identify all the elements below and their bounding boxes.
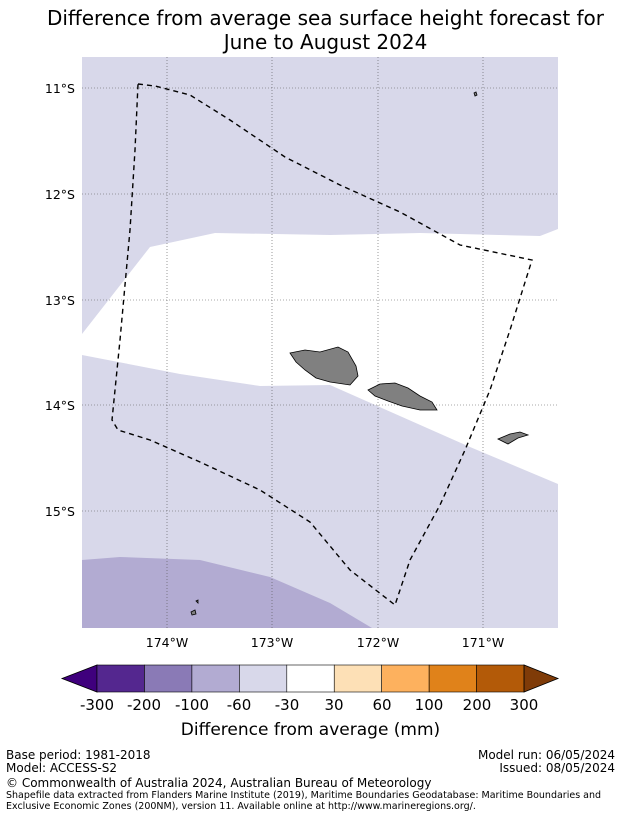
colorbar-swatch	[333, 664, 383, 693]
map-title-line-2: June to August 2024	[223, 30, 428, 54]
colorbar-swatch	[286, 664, 335, 693]
colorbar-tick-label: -30	[275, 696, 300, 714]
model-run: Model run: 06/05/2024	[477, 748, 615, 762]
colorbar-swatch	[239, 664, 288, 693]
sea-surface-height-map: 11°S 12°S 13°S 14°S 15°S 174°W 173°W 172…	[45, 57, 558, 650]
upolu-island	[367, 382, 438, 411]
footer-left: Base period: 1981-2018 Model: ACCESS-S2	[6, 749, 151, 775]
colorbar-tick-label: -300	[80, 696, 114, 714]
tutuila-island	[497, 431, 530, 445]
negative-anomaly-region	[82, 557, 372, 628]
shapefile-credit: Shapefile data extracted from Flanders M…	[6, 790, 606, 812]
lon-label: 172°W	[357, 635, 399, 650]
colorbar-tick-label: -60	[227, 696, 252, 714]
colorbar-swatch	[381, 664, 430, 693]
colorbar-tick-label: 60	[372, 696, 391, 714]
lon-label: 173°W	[251, 635, 293, 650]
map-title: Difference from average sea surface heig…	[0, 6, 621, 54]
lat-label: 14°S	[45, 398, 75, 413]
colorbar-extend-low	[60, 664, 98, 693]
lat-label: 11°S	[45, 81, 75, 96]
colorbar-tick-label: -200	[127, 696, 161, 714]
lon-label: 171°W	[462, 635, 504, 650]
swains-island	[473, 91, 478, 97]
graticule	[82, 57, 558, 628]
shapefile-credit-line-1: Shapefile data extracted from Flanders M…	[6, 790, 602, 801]
small-island	[190, 609, 197, 616]
lat-label: 13°S	[45, 293, 75, 308]
copyright: © Commonwealth of Australia 2024, Austra…	[6, 776, 432, 790]
map-title-line-1: Difference from average sea surface heig…	[46, 6, 605, 30]
issued-date: Issued: 08/05/2024	[499, 761, 615, 775]
colorbar-title: Difference from average (mm)	[180, 720, 441, 740]
colorbar-tick-label: 30	[324, 696, 343, 714]
colorbar-swatch	[96, 664, 145, 693]
small-island-2	[195, 599, 199, 604]
colorbar-extend-high	[523, 664, 560, 693]
footer-right: Model run: 06/05/2024 Issued: 08/05/2024	[478, 749, 615, 775]
islands	[190, 91, 530, 616]
lat-label: 12°S	[45, 187, 75, 202]
lat-label: 15°S	[45, 504, 75, 519]
eez-boundary	[111, 83, 533, 607]
colorbar-swatch	[476, 664, 525, 693]
lon-label: 174°W	[146, 635, 188, 650]
savaii-island	[289, 346, 359, 386]
colorbar-tick-label: -100	[175, 696, 209, 714]
colorbar-swatch	[191, 664, 240, 693]
base-period: Base period: 1981-2018	[6, 748, 151, 762]
colorbar-tick-label: 300	[510, 696, 539, 714]
colorbar-tick-label: 200	[463, 696, 492, 714]
colorbar-swatch	[428, 664, 477, 693]
colorbar-swatch	[144, 664, 193, 693]
colorbar-tick-label: 100	[415, 696, 444, 714]
shapefile-credit-line-2: Exclusive Economic Zones (200NM), versio…	[6, 801, 476, 812]
model-name: Model: ACCESS-S2	[6, 761, 118, 775]
